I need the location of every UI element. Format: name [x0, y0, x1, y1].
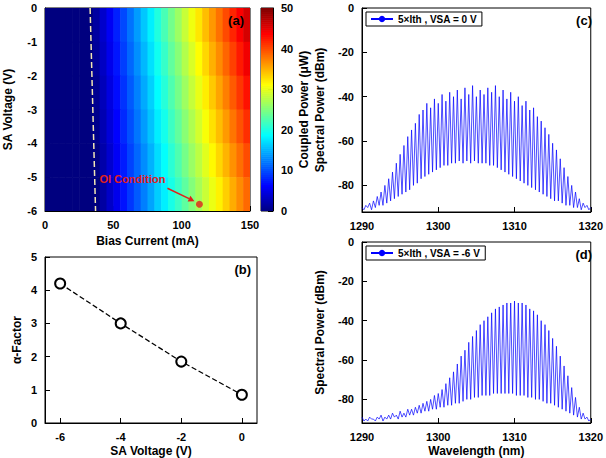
svg-text:-40: -40 [338, 91, 354, 103]
svg-text:-80: -80 [338, 179, 354, 191]
svg-text:50: 50 [281, 2, 293, 14]
svg-text:Spectral Power (dBm): Spectral Power (dBm) [313, 48, 327, 173]
svg-text:-3: -3 [27, 104, 37, 116]
svg-text:-2: -2 [176, 431, 186, 443]
svg-text:10: 10 [281, 164, 293, 176]
svg-text:30: 30 [281, 83, 293, 95]
svg-text:2: 2 [31, 351, 37, 363]
svg-text:(b): (b) [234, 262, 251, 277]
svg-text:1300: 1300 [426, 220, 450, 232]
svg-text:1300: 1300 [426, 431, 450, 443]
svg-text:Bias Current (mA): Bias Current (mA) [96, 234, 199, 248]
svg-text:-20: -20 [338, 275, 354, 287]
svg-text:SA Voltage (V): SA Voltage (V) [110, 444, 191, 458]
svg-text:-80: -80 [338, 393, 354, 405]
svg-text:40: 40 [281, 43, 293, 55]
svg-text:0: 0 [239, 431, 245, 443]
svg-text:4: 4 [31, 284, 38, 296]
svg-text:0: 0 [31, 417, 37, 429]
svg-text:α-Factor: α-Factor [10, 316, 24, 364]
svg-text:1290: 1290 [350, 431, 374, 443]
svg-text:-6: -6 [55, 431, 65, 443]
svg-text:0: 0 [31, 2, 37, 14]
svg-text:0: 0 [281, 205, 287, 217]
svg-text:50: 50 [107, 219, 119, 231]
svg-text:3: 3 [31, 317, 37, 329]
svg-text:5: 5 [31, 251, 37, 263]
svg-text:-40: -40 [338, 315, 354, 327]
svg-text:1320: 1320 [579, 220, 603, 232]
svg-text:0: 0 [42, 219, 48, 231]
svg-text:-2: -2 [27, 70, 37, 82]
svg-text:SA Voltage (V): SA Voltage (V) [1, 69, 15, 150]
svg-text:5×Ith , VSA = 0 V: 5×Ith , VSA = 0 V [398, 14, 477, 25]
svg-text:0: 0 [348, 236, 354, 248]
svg-text:-20: -20 [338, 46, 354, 58]
svg-text:Coupled Power (μW): Coupled Power (μW) [297, 51, 311, 168]
svg-text:Wavelength (nm): Wavelength (nm) [428, 444, 524, 458]
svg-text:150: 150 [241, 219, 259, 231]
svg-text:0: 0 [348, 2, 354, 14]
svg-text:20: 20 [281, 124, 293, 136]
svg-text:-5: -5 [27, 171, 37, 183]
svg-text:1: 1 [31, 384, 37, 396]
svg-text:OI Condition: OI Condition [99, 173, 165, 185]
svg-text:5×Ith , VSA = -6 V: 5×Ith , VSA = -6 V [398, 248, 480, 259]
svg-text:Spectral Power (dBm): Spectral Power (dBm) [313, 270, 327, 395]
svg-text:100: 100 [172, 219, 190, 231]
svg-text:1290: 1290 [350, 220, 374, 232]
svg-text:-4: -4 [116, 431, 127, 443]
svg-text:1310: 1310 [502, 431, 526, 443]
svg-text:(c): (c) [576, 13, 592, 28]
svg-text:(d): (d) [575, 247, 592, 262]
svg-text:-6: -6 [27, 205, 37, 217]
svg-text:-60: -60 [338, 354, 354, 366]
svg-text:(a): (a) [228, 13, 244, 28]
svg-text:-60: -60 [338, 135, 354, 147]
svg-text:1320: 1320 [579, 431, 603, 443]
svg-text:-4: -4 [27, 137, 38, 149]
svg-text:-1: -1 [27, 36, 37, 48]
svg-text:1310: 1310 [502, 220, 526, 232]
